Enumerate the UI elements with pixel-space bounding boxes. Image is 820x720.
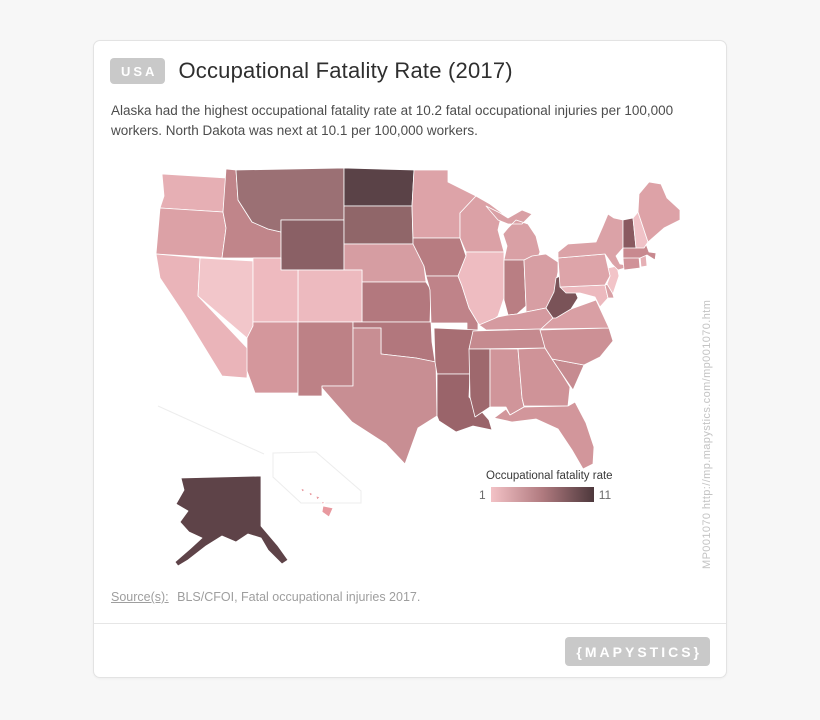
state-me: Maine: 3.4 (637, 181, 681, 243)
footer-divider (94, 623, 726, 624)
state-ak: Alaska: 10.2 (174, 475, 289, 567)
state-ct: Connecticut: 4.1 (622, 256, 641, 271)
source-label-link[interactable]: Source(s): (111, 590, 169, 604)
hawaii-inset-outline (272, 451, 362, 504)
mapystics-logo: {MAPYSTICS} (565, 637, 710, 666)
legend-min-label: 1 (479, 487, 486, 502)
source-row: Source(s): BLS/CFOI, Fatal occupational … (111, 590, 420, 604)
card-main: USA Occupational Fatality Rate (2017) Al… (94, 41, 726, 623)
state-or: Oregon: 3.6 (155, 207, 227, 259)
usa-badge: USA (110, 58, 166, 84)
state-ms: Mississippi: 6.7 (468, 348, 491, 418)
state-nc: North Carolina: 4.1 (539, 327, 614, 366)
source-text: BLS/CFOI, Fatal occupational injuries 20… (177, 590, 421, 604)
inset-boundary-lines (157, 405, 362, 504)
infographic-card: USA Occupational Fatality Rate (2017) Al… (93, 40, 727, 678)
states-group: Washington: 3Oregon: 3.6California: 2.3N… (155, 167, 681, 567)
state-nh: New Hampshire: 2 (632, 211, 649, 249)
legend-max-label: 11 (598, 487, 612, 502)
state-sd: South Dakota: 7.4 (343, 205, 414, 245)
legend-gradient-bar (490, 487, 594, 502)
map-id-watermark: MP001070 http://mp.mapystics.com/mp00107… (701, 299, 713, 569)
state-ks: Kansas: 5.6 (361, 281, 432, 323)
legend-title: Occupational fatality rate (486, 470, 613, 482)
state-pa: Pennsylvania: 3.4 (557, 253, 611, 288)
map-legend: Occupational fatality rate 1 11 (479, 470, 639, 502)
alaska-inset-line (157, 405, 265, 455)
subtitle-text: Alaska had the highest occupational fata… (111, 103, 674, 138)
header: USA Occupational Fatality Rate (2017) (110, 58, 710, 84)
state-in: Indiana: 5.3 (503, 259, 527, 316)
state-nm: New Mexico: 5 (297, 321, 354, 397)
legend-scale: 1 11 (479, 487, 639, 502)
state-az: Arizona: 3.9 (246, 321, 299, 394)
us-choropleth-map: Washington: 3Oregon: 3.6California: 2.3N… (155, 167, 681, 567)
state-mi: Michigan: 3.4 (485, 205, 541, 261)
card-footer: {MAPYSTICS} (94, 624, 726, 678)
state-wa: Washington: 3 (159, 173, 227, 213)
page-title: Occupational Fatality Rate (2017) (178, 58, 513, 83)
map-area: Washington: 3Oregon: 3.6California: 2.3N… (151, 156, 686, 576)
state-hi: Hawaii: 3 (300, 487, 334, 518)
state-fl: Florida: 3.9 (493, 401, 595, 470)
state-tn: Tennessee: 4.4 (468, 328, 546, 350)
state-nd: North Dakota: 10.1 (343, 167, 415, 207)
state-co: Colorado: 2.4 (297, 269, 363, 323)
state-tx: Texas: 4.3 (321, 327, 438, 465)
state-wy: Wyoming: 7.7 (280, 219, 345, 271)
